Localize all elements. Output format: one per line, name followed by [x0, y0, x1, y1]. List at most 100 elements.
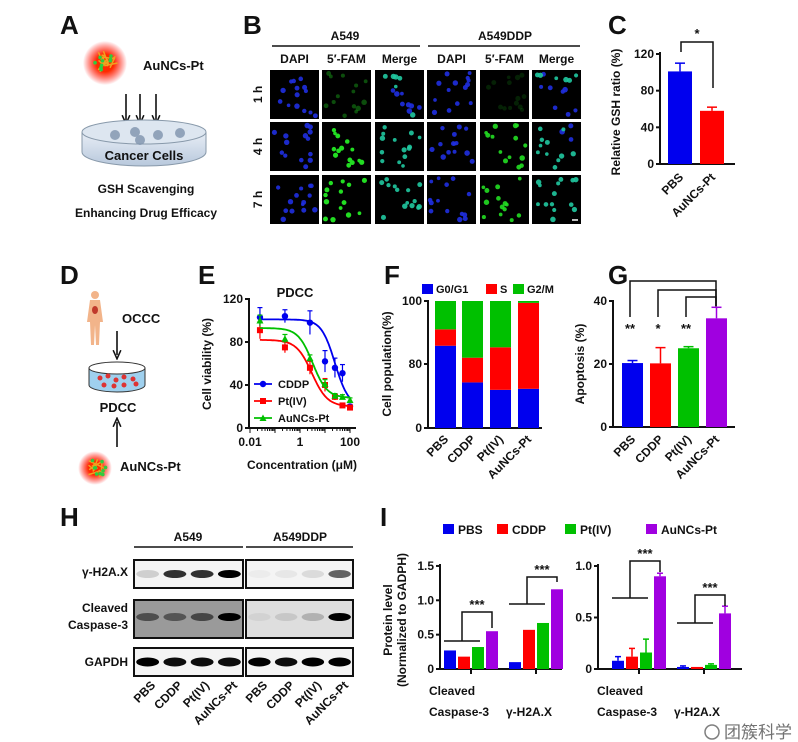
panel-label-a: A [60, 10, 79, 40]
nucleus [436, 80, 442, 86]
category-label: Cleaved [429, 684, 475, 698]
legend-label: Pt(IV) [278, 396, 307, 408]
nucleus [405, 102, 412, 108]
nucleus [545, 152, 549, 156]
bar-segment-g0g1 [518, 388, 539, 428]
bar-segment-g0g1 [435, 345, 456, 428]
petri-dish-icon [81, 119, 207, 167]
nucleus [446, 88, 451, 92]
bar-cddp [626, 656, 638, 669]
nucleus [392, 138, 397, 142]
x-tick-label: CDDP [632, 432, 666, 466]
nucleus [386, 182, 391, 188]
y-tick-label: 1.5 [417, 559, 434, 573]
nucleus [410, 112, 416, 118]
y-axis-label: Cell viability (%) [200, 318, 214, 410]
nucleus [536, 202, 540, 207]
nucleus [517, 176, 522, 181]
bar-auncspt [654, 576, 666, 669]
nucleus [382, 125, 387, 130]
nucleus [390, 88, 396, 93]
atom [93, 465, 98, 470]
blot-strip [133, 559, 244, 589]
blot-band [248, 570, 270, 578]
blot-band [136, 613, 160, 621]
nucleus [350, 147, 355, 152]
blot-band [274, 657, 298, 667]
bar-pbs [444, 650, 456, 669]
blot-band [190, 657, 214, 667]
data-point [321, 380, 329, 387]
nucleus [335, 94, 340, 99]
nucleus [291, 78, 296, 84]
micrograph [480, 175, 529, 224]
channel-label: DAPI [437, 52, 466, 66]
y-tick-label: 100 [402, 294, 422, 308]
bar-ptiv [678, 348, 699, 427]
blot-strip [245, 559, 354, 589]
legend-label: G2/M [527, 284, 554, 296]
y-tick-label: 0 [600, 420, 607, 434]
bar-segment-g0g1 [490, 389, 511, 428]
nucleus [450, 141, 456, 146]
nucleus [452, 149, 457, 154]
category-label: γ-H2A.X [506, 705, 552, 719]
nucleus [417, 135, 422, 140]
data-point [331, 364, 339, 371]
legend-label: G0/G1 [436, 284, 468, 296]
data-point [338, 393, 346, 400]
nucleus [333, 131, 337, 136]
bar-ptiv [537, 622, 549, 669]
nucleus [552, 105, 558, 111]
y-axis-label: Apoptosis (%) [573, 324, 587, 405]
agent-label: AuNCs-Pt [143, 58, 204, 73]
nucleus [357, 211, 362, 216]
micrograph [322, 175, 371, 224]
micrograph [270, 70, 319, 119]
nucleus [287, 199, 294, 205]
nucleus [286, 103, 291, 108]
micrograph [427, 70, 476, 119]
nucleus [326, 71, 332, 76]
significance-star: * [694, 26, 700, 41]
nucleus [406, 108, 413, 114]
nucleus [452, 80, 459, 86]
panel-d: D OCCC PDCC AuNCs-Pt [60, 260, 181, 485]
atom [103, 465, 108, 470]
nucleus [428, 208, 434, 214]
nucleus [324, 187, 330, 193]
nucleus [300, 202, 305, 207]
nucleus [568, 202, 574, 207]
data-point [306, 364, 313, 371]
nucleus [552, 207, 557, 213]
y-tick-label: 120 [634, 47, 654, 61]
micrograph [480, 70, 529, 119]
micrograph [532, 70, 581, 119]
atom [90, 458, 95, 463]
watermark-text: 团簇科学 [724, 723, 792, 742]
legend-label: AuNCs-Pt [278, 413, 330, 425]
nucleus [323, 103, 329, 109]
nucleus [535, 150, 540, 155]
blot-band [136, 570, 160, 578]
bar-ptiv [705, 664, 717, 669]
nucleus [440, 125, 445, 131]
nucleus [330, 216, 336, 223]
nucleus [506, 75, 511, 80]
nucleus [446, 108, 452, 113]
nucleus [338, 189, 344, 194]
panel-a: A AuNCs-Pt Cancer Cells GSH Scavenging E… [60, 10, 217, 220]
nucleus [312, 207, 318, 213]
category-label: γ-H2A.X [674, 705, 720, 719]
y-tick-label: 0 [427, 662, 434, 676]
micrograph [427, 122, 476, 171]
bond [102, 50, 110, 65]
nucleus [468, 101, 473, 106]
blot-band [217, 657, 241, 667]
blot-band [136, 657, 160, 667]
nucleus [556, 158, 561, 163]
nucleus [275, 185, 281, 190]
nucleus [379, 180, 385, 186]
